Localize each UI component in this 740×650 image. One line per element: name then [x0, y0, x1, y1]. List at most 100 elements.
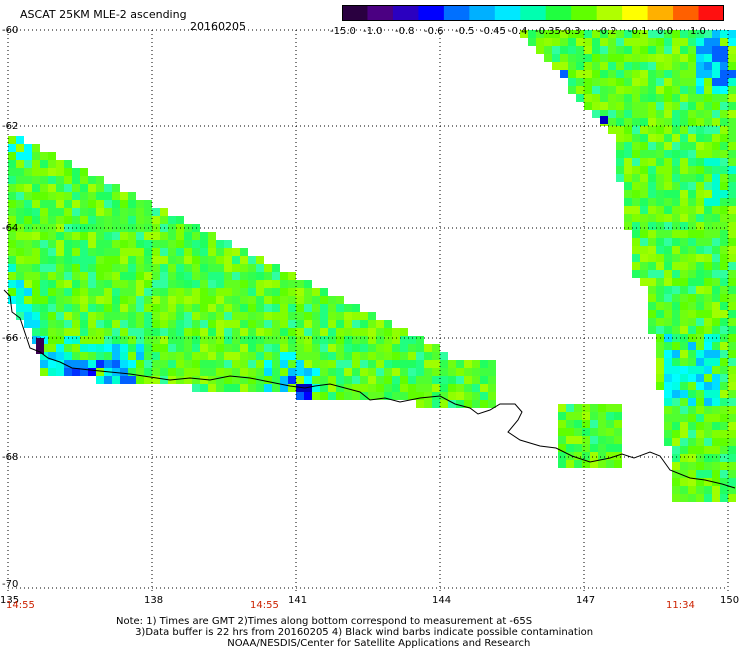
color-scale-label: -0.5	[455, 26, 475, 37]
swath-cell	[648, 38, 656, 46]
swath-cell	[704, 462, 712, 470]
swath-cell	[232, 344, 240, 352]
swath-cell	[312, 376, 320, 384]
swath-cell	[8, 160, 16, 168]
swath-cell	[24, 240, 32, 248]
swath-cell	[144, 304, 152, 312]
swath-cell	[688, 414, 696, 422]
swath-cell	[712, 182, 720, 190]
swath-cell	[664, 294, 672, 302]
swath-cell	[632, 46, 640, 54]
swath-cell	[720, 214, 728, 222]
swath-cell	[704, 302, 712, 310]
swath-cell	[680, 78, 688, 86]
swath-cell	[664, 382, 672, 390]
swath-cell	[704, 390, 712, 398]
swath-cell	[152, 248, 160, 256]
swath-cell	[688, 126, 696, 134]
swath-cell	[312, 368, 320, 376]
swath-cell	[720, 398, 728, 406]
swath-cell	[96, 208, 104, 216]
swath-cell	[704, 494, 712, 502]
swath-cell	[528, 38, 536, 46]
swath-cell	[648, 182, 656, 190]
swath-cell	[80, 272, 88, 280]
swath-cell	[184, 248, 192, 256]
swath-cell	[184, 320, 192, 328]
swath-cell	[312, 288, 320, 296]
swath-cell	[32, 312, 40, 320]
swath-cell	[360, 328, 368, 336]
swath-cell	[104, 208, 112, 216]
swath-cell	[96, 288, 104, 296]
swath-cell	[8, 176, 16, 184]
swath-cell	[224, 304, 232, 312]
swath-cell	[56, 216, 64, 224]
swath-cell	[688, 374, 696, 382]
swath-cell	[416, 360, 424, 368]
swath-cell	[720, 102, 728, 110]
swath-cell	[72, 352, 80, 360]
lon-label-144: 144	[432, 595, 452, 606]
swath-cell	[192, 280, 200, 288]
swath-cell	[200, 312, 208, 320]
color-scale-label: -0.2	[597, 26, 617, 37]
swath-cell	[96, 320, 104, 328]
swath-cell	[696, 206, 704, 214]
swath-cell	[72, 280, 80, 288]
swath-cell	[720, 302, 728, 310]
swath-cell	[208, 248, 216, 256]
swath-cell	[272, 344, 280, 352]
swath-cell	[64, 232, 72, 240]
swath-cell	[328, 296, 336, 304]
swath-cell	[160, 280, 168, 288]
swath-cell	[152, 328, 160, 336]
swath-cell	[152, 320, 160, 328]
swath-cell	[656, 302, 664, 310]
swath-cell	[256, 304, 264, 312]
swath-cell	[560, 70, 568, 78]
swath-cell	[632, 262, 640, 270]
swath-cell	[384, 376, 392, 384]
swath-cell	[664, 206, 672, 214]
swath-cell	[608, 118, 616, 126]
swath-cell	[368, 312, 376, 320]
swath-cell	[672, 46, 680, 54]
swath-cell	[704, 158, 712, 166]
swath-cell	[392, 376, 400, 384]
swath-cell	[64, 336, 72, 344]
swath-cell	[712, 462, 720, 470]
swath-cell	[720, 486, 728, 494]
swath-cell	[696, 70, 704, 78]
swath-cell	[704, 54, 712, 62]
swath-cell	[16, 160, 24, 168]
swath-cell	[96, 352, 104, 360]
swath-cell	[256, 360, 264, 368]
swath-cell	[48, 216, 56, 224]
swath-cell	[16, 272, 24, 280]
swath-cell	[704, 438, 712, 446]
swath-cell	[664, 78, 672, 86]
swath-cell	[680, 454, 688, 462]
swath-cell	[176, 288, 184, 296]
swath-cell	[680, 278, 688, 286]
swath-cell	[216, 376, 224, 384]
swath-cell	[440, 360, 448, 368]
swath-cell	[720, 110, 728, 118]
swath-cell	[608, 70, 616, 78]
swath-cell	[368, 336, 376, 344]
swath-cell	[672, 270, 680, 278]
swath-cell	[384, 336, 392, 344]
swath-cell	[560, 62, 568, 70]
swath-cell	[264, 280, 272, 288]
swath-cell	[720, 430, 728, 438]
swath-cell	[656, 38, 664, 46]
swath-cell	[360, 368, 368, 376]
swath-cell	[48, 288, 56, 296]
swath-cell	[614, 420, 622, 428]
swath-cell	[392, 392, 400, 400]
swath-cell	[264, 368, 272, 376]
swath-cell	[296, 328, 304, 336]
color-scale-swatch	[596, 5, 623, 21]
swath-cell	[296, 280, 304, 288]
